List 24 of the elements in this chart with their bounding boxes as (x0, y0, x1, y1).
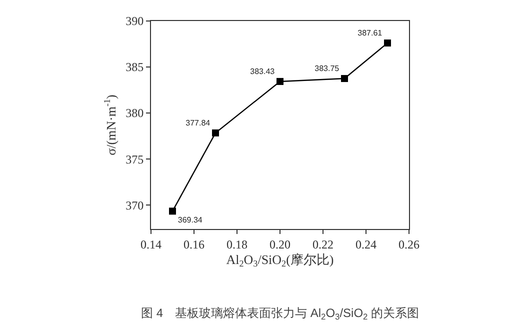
point (341, 75, 348, 82)
y-tick-label: 385 (126, 60, 144, 74)
data-label: 383.75 (314, 64, 340, 74)
data-label: 377.84 (186, 118, 211, 128)
x-tick-label: 0.14 (140, 237, 162, 252)
x-axis-title: Al$_{2}$O$_{3}$/SiO$_{2}$(摩尔比) (226, 252, 334, 269)
data-label: 387.61 (358, 28, 383, 38)
data-label: 369.34 (178, 216, 203, 225)
point (169, 208, 176, 215)
y-tick-label: 380 (126, 106, 144, 120)
y-tick-label: 375 (126, 152, 144, 166)
x-tick-label: 0.20 (270, 237, 290, 252)
x-tick-label: 0.22 (312, 237, 334, 252)
data-label: 383.43 (250, 67, 276, 76)
y-tick-label: 370 (126, 198, 144, 212)
x-tick-label: 0.24 (356, 237, 376, 252)
caption: 图 4 基板玻璃熔体表面张力与 Al$_{2}$O$_{3}$/SiO$_{2}$ 的关系图 (141, 306, 420, 322)
x-tick-label: 0.26 (398, 237, 420, 252)
y-tick-label: 390 (126, 14, 144, 28)
point (212, 129, 219, 136)
x-tick-label: 0.16 (184, 237, 204, 252)
x-tick-label: 0.18 (226, 237, 248, 252)
point (384, 40, 391, 46)
point (276, 78, 284, 85)
